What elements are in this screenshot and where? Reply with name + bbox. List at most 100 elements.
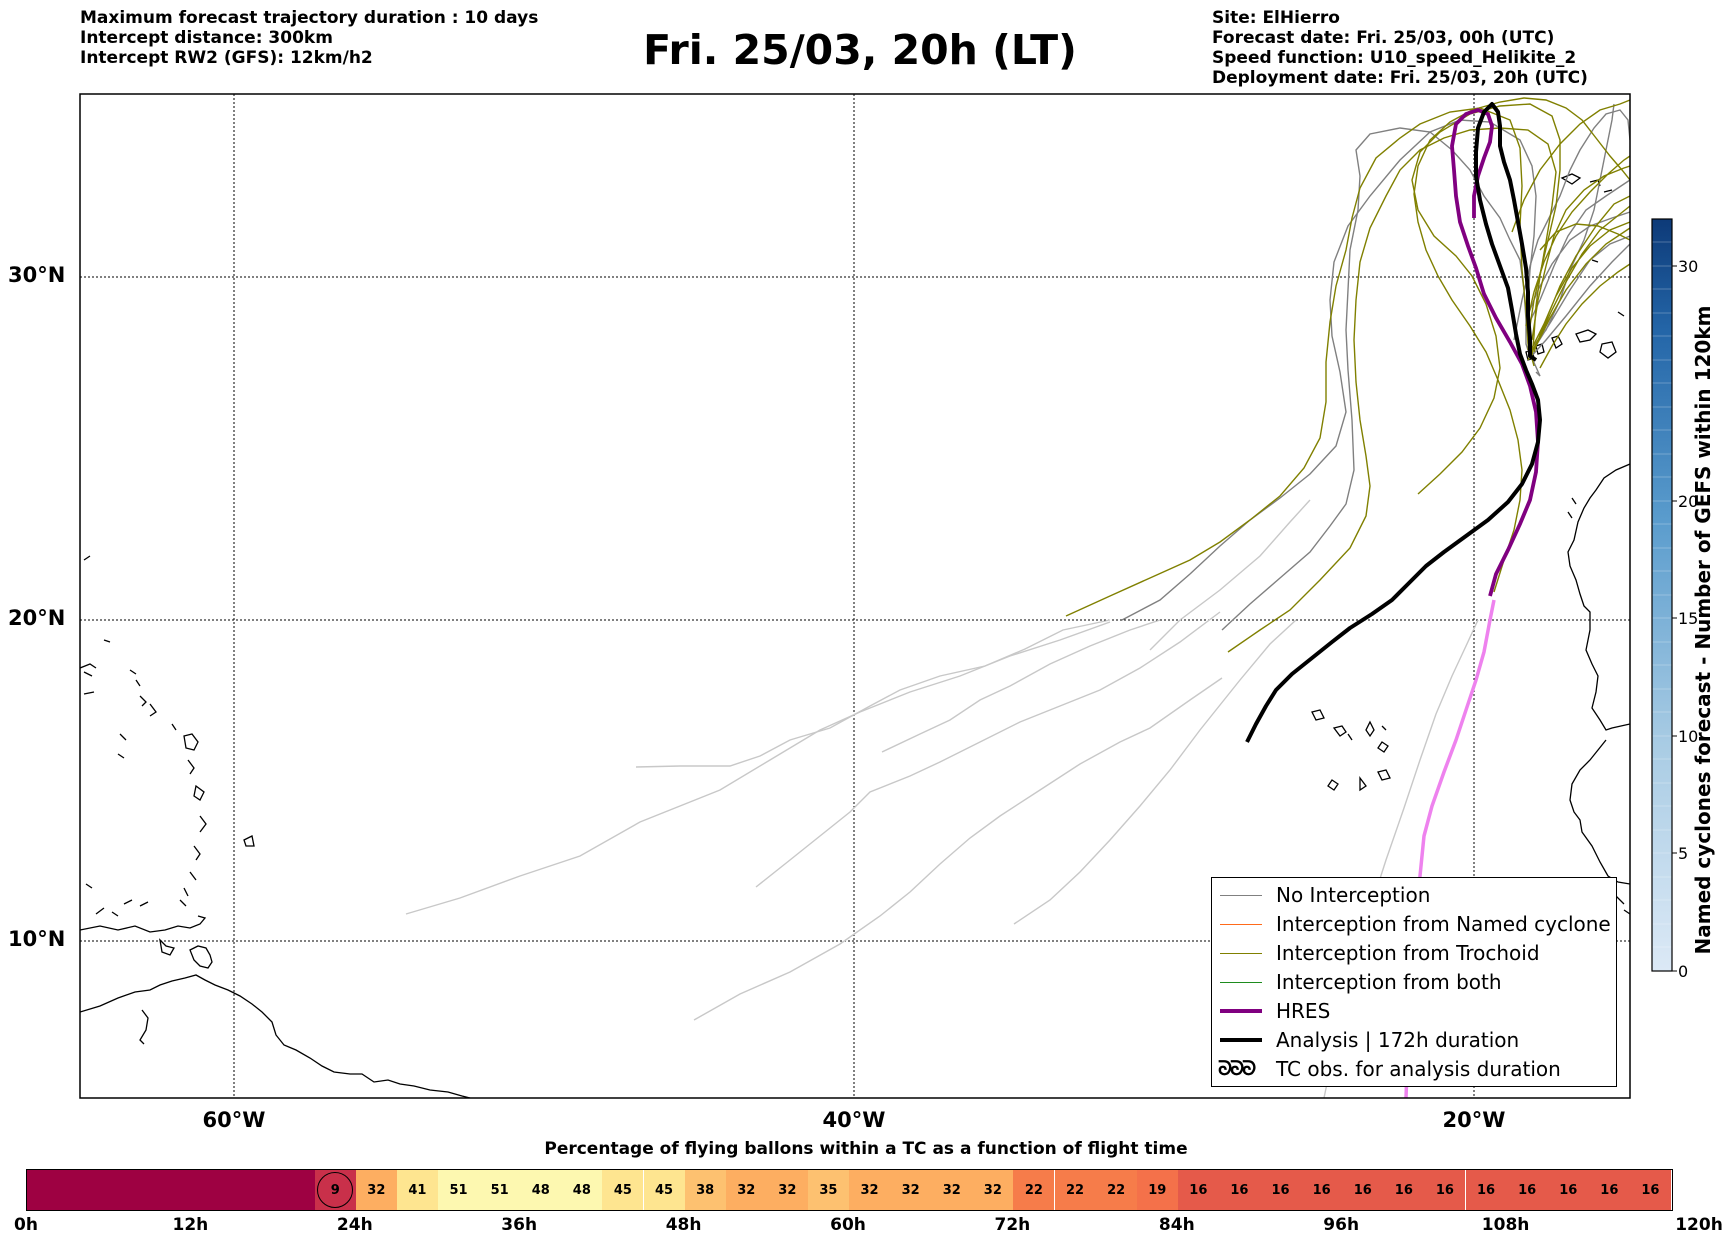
colorbar-tick: 20 [1678,492,1699,511]
flight-time-cell: 19 [1136,1170,1178,1210]
analysis-track [1245,102,1542,743]
lat-label-20n: 20°N [8,606,66,630]
colorbar-gradient [1652,219,1672,971]
colorbar-tick: 15 [1678,609,1699,628]
flight-time-cell: 22 [1054,1170,1096,1210]
intercept-distance-text: Intercept distance: 300km [80,28,333,48]
flight-time-tick-label: 0h [14,1215,38,1235]
coastline-lesser-antilles [80,555,255,917]
site-text: Site: ElHierro [1212,8,1340,28]
legend-swatch-hres [1220,1009,1262,1013]
flight-time-tick-label: 72h [994,1215,1031,1235]
flight-time-cell: 16 [1301,1170,1343,1210]
flight-time-cell: 16 [1383,1170,1425,1210]
flight-time-tick-label: 48h [665,1215,702,1235]
legend-swatch-named-cyclone [1220,924,1262,925]
colorbar-frame [1651,218,1673,972]
flight-time-tick-label: 60h [830,1215,866,1235]
light-track-6 [1013,619,1297,925]
max-duration-text: Maximum forecast trajectory duration : 1… [80,8,539,28]
flight-time-cell: 32 [972,1170,1014,1210]
header-right-info: Site: ElHierro Forecast date: Fri. 25/03… [1212,8,1588,88]
light-track-7 [1149,499,1311,651]
coastline-cape-verde [1311,709,1391,792]
trochoid-track-7 [1539,263,1630,369]
flight-time-cell: 48 [561,1170,603,1210]
legend-label: Analysis | 172h duration [1276,1028,1520,1052]
legend-label: Interception from Trochoid [1276,941,1540,965]
coastline-west-africa [1567,463,1630,885]
flight-time-tick-label: 12h [172,1215,209,1235]
coastlines [80,173,1630,1098]
light-track-2 [405,621,1111,915]
flight-time-cell: 45 [643,1170,685,1210]
legend-swatch-both [1220,982,1262,983]
coastline-south-america [80,974,471,1098]
legend-item-named-cyclone: Interception from Named cyclone [1212,910,1616,939]
no-interception-track-1 [1121,119,1541,621]
coastline-canary-islands [1525,329,1617,361]
colorbar-label: Named cyclones forecast - Number of GEFS… [1691,305,1715,955]
forecast-date-text: Forecast date: Fri. 25/03, 00h (UTC) [1212,28,1555,48]
lon-label-40w: 40°W [822,1108,886,1132]
lat-label-30n: 30°N [8,263,66,287]
intercept-rw2-text: Intercept RW2 (GFS): 12km/h2 [80,48,373,68]
flight-time-tick-label: 24h [336,1215,373,1235]
flight-time-tick-label: 84h [1158,1215,1195,1235]
legend-item-tc-obs: ᘐᘐᘐ TC obs. for analysis duration [1212,1055,1616,1084]
coastline-trinidad [189,945,213,969]
flight-time-cell: 16 [1218,1170,1260,1210]
colorbar-tick: 0 [1678,962,1689,981]
legend-item-hres: HRES [1212,997,1616,1026]
legend-swatch-trochoid [1220,953,1262,954]
colorbar [1651,218,1677,972]
map-legend: No Interception Interception from Named … [1211,877,1617,1087]
speed-function-text: Speed function: U10_speed_Helikite_2 [1212,48,1577,68]
lon-label-20w: 20°W [1442,1108,1506,1132]
flight-time-cell: 16 [1424,1170,1466,1210]
flight-time-cell: 32 [890,1170,932,1210]
light-track-4 [881,619,1161,753]
flight-time-bar: 9 32 41 51 51 48 48 45 45 38 32 32 35 32 32 32 32 22 22 22 1… [26,1169,1673,1211]
legend-label: HRES [1276,999,1331,1023]
no-interception-track-4 [1513,109,1630,341]
legend-swatch-analysis [1220,1038,1262,1042]
map-frame [79,93,1631,1099]
colorbar-tick: 5 [1678,844,1689,863]
flight-time-cell: 32 [766,1170,808,1210]
flight-time-tick-label: 108h [1481,1215,1530,1235]
coastline-venezuela-north [80,915,207,933]
flight-time-tick-label: 36h [501,1215,538,1235]
deployment-date-text: Deployment date: Fri. 25/03, 20h (UTC) [1212,68,1588,88]
light-track-5 [693,677,1223,1021]
legend-item-analysis: Analysis | 172h duration [1212,1026,1616,1055]
flight-time-tick-label: 120h [1675,1215,1723,1235]
flight-time-cell: 16 [1629,1170,1671,1210]
trochoid-track-5 [1527,195,1630,361]
no-interception-tracks [1121,103,1630,631]
legend-item-both: Interception from both [1212,968,1616,997]
flight-time-cell: 32 [849,1170,891,1210]
lon-label-60w: 60°W [202,1108,266,1132]
flight-time-cell: 22 [1095,1170,1137,1210]
legend-label: Interception from both [1276,970,1502,994]
flight-time-marker-cell: 9 [314,1170,356,1210]
legend-item-trochoid: Interception from Trochoid [1212,939,1616,968]
light-track-1 [635,619,1111,768]
legend-label: TC obs. for analysis duration [1276,1057,1561,1081]
colorbar-tick: 30 [1678,257,1699,276]
flight-time-cell: 16 [1177,1170,1219,1210]
tc-symbol-icon: ᘐᘐᘐ [1218,1056,1256,1080]
flight-time-cell: 51 [479,1170,521,1210]
flight-time-cell: 16 [1465,1170,1507,1210]
flight-time-cell: 48 [520,1170,562,1210]
hres-track [1450,107,1540,597]
trochoid-track-4 [1413,97,1630,593]
trochoid-track-2 [1227,127,1557,653]
flight-time-cell: 32 [725,1170,767,1210]
trochoid-track-1 [1065,107,1535,617]
flight-time-cell: 41 [396,1170,438,1210]
flight-time-cell: 35 [807,1170,849,1210]
flight-time-cell: 51 [438,1170,480,1210]
